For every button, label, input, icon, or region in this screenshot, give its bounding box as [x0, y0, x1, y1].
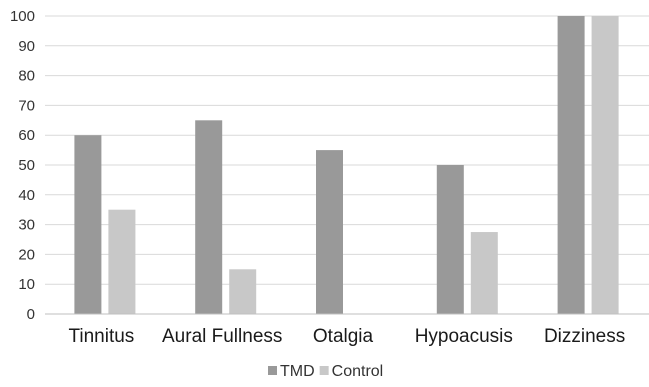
- bar-control-dizziness: [591, 16, 619, 314]
- category-label: Tinnitus: [68, 326, 134, 347]
- legend-swatch-control: [319, 366, 329, 375]
- bar-tmd-hypoacusis: [436, 165, 464, 314]
- y-axis-ticks: 0 10 20 30 40 50 60 70 80 90 100: [10, 8, 35, 323]
- legend-label-control: Control: [332, 363, 384, 380]
- y-tick-label: 50: [18, 157, 35, 174]
- legend: TMD Control: [268, 363, 383, 380]
- y-tick-label: 30: [18, 217, 35, 234]
- bars: [74, 16, 619, 314]
- legend-label-tmd: TMD: [280, 363, 315, 380]
- category-labels: Tinnitus Aural Fullness Otalgia Hypoacusis D…: [68, 326, 625, 347]
- category-label: Otalgia: [313, 326, 374, 347]
- category-label: Hypoacusis: [415, 326, 513, 347]
- y-tick-label: 60: [18, 127, 35, 144]
- category-label: Dizziness: [544, 326, 625, 347]
- y-tick-label: 80: [18, 68, 35, 85]
- y-tick-label: 90: [18, 38, 35, 55]
- legend-swatch-tmd: [268, 366, 277, 375]
- y-tick-label: 70: [18, 97, 35, 114]
- category-label: Aural Fullness: [162, 326, 282, 347]
- bar-tmd-dizziness: [557, 16, 585, 314]
- bar-tmd-tinnitus: [74, 135, 102, 314]
- gridlines: [45, 15, 649, 285]
- bar-control-aural-fullness: [229, 269, 257, 314]
- bar-tmd-aural-fullness: [195, 120, 223, 314]
- bar-control-hypoacusis: [470, 232, 498, 314]
- bar-tmd-otalgia: [316, 150, 343, 314]
- bar-control-tinnitus: [108, 209, 136, 314]
- y-tick-label: 40: [18, 187, 35, 204]
- y-tick-label: 100: [10, 8, 35, 25]
- y-tick-label: 10: [18, 276, 35, 293]
- y-tick-label: 0: [27, 306, 35, 323]
- y-tick-label: 20: [18, 246, 35, 263]
